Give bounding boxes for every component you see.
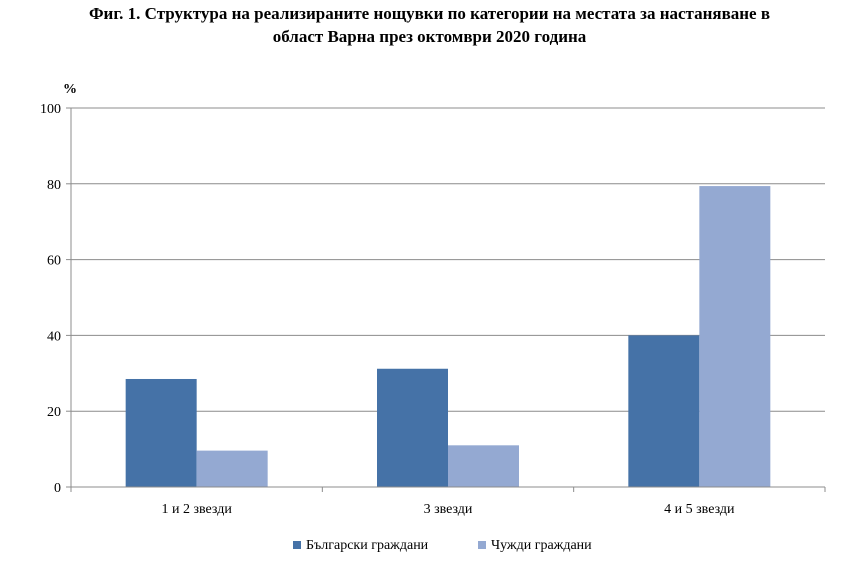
chart-title-line-1: Фиг. 1. Структура на реализираните нощув… [88,4,771,23]
y-tick-label: 100 [40,102,61,117]
bar [196,450,268,487]
bar [125,378,197,487]
legend: Български граждани Чужди граждани [293,538,592,553]
y-tick-labels: 0 20 40 60 80 100 [40,102,61,496]
legend-label: Български граждани [306,538,429,553]
bar [699,186,771,487]
y-tick-label: 20 [47,405,61,420]
x-tick-label: 4 и 5 звезди [664,502,735,517]
y-axis-label: % [63,82,77,97]
x-tick-label: 1 и 2 звезди [162,502,233,517]
chart-title: Фиг. 1. Структура на реализираните нощув… [0,2,859,48]
y-tick-label: 60 [47,254,61,269]
y-tick-label: 80 [47,178,61,193]
legend-swatch [293,541,301,549]
axes [70,108,826,492]
y-tick-label: 40 [47,329,61,344]
chart-title-line-2: област Варна през октомври 2020 година [272,27,587,46]
bar [628,335,700,487]
y-tick-label: 0 [54,481,61,496]
bar [377,368,448,487]
legend-swatch [478,541,486,549]
bar [448,445,519,487]
x-tick-labels: 1 и 2 звезди 3 звезди 4 и 5 звезди [162,502,736,517]
x-tick-label: 3 звезди [424,502,473,517]
legend-label: Чужди граждани [491,538,592,553]
bars [125,186,771,487]
